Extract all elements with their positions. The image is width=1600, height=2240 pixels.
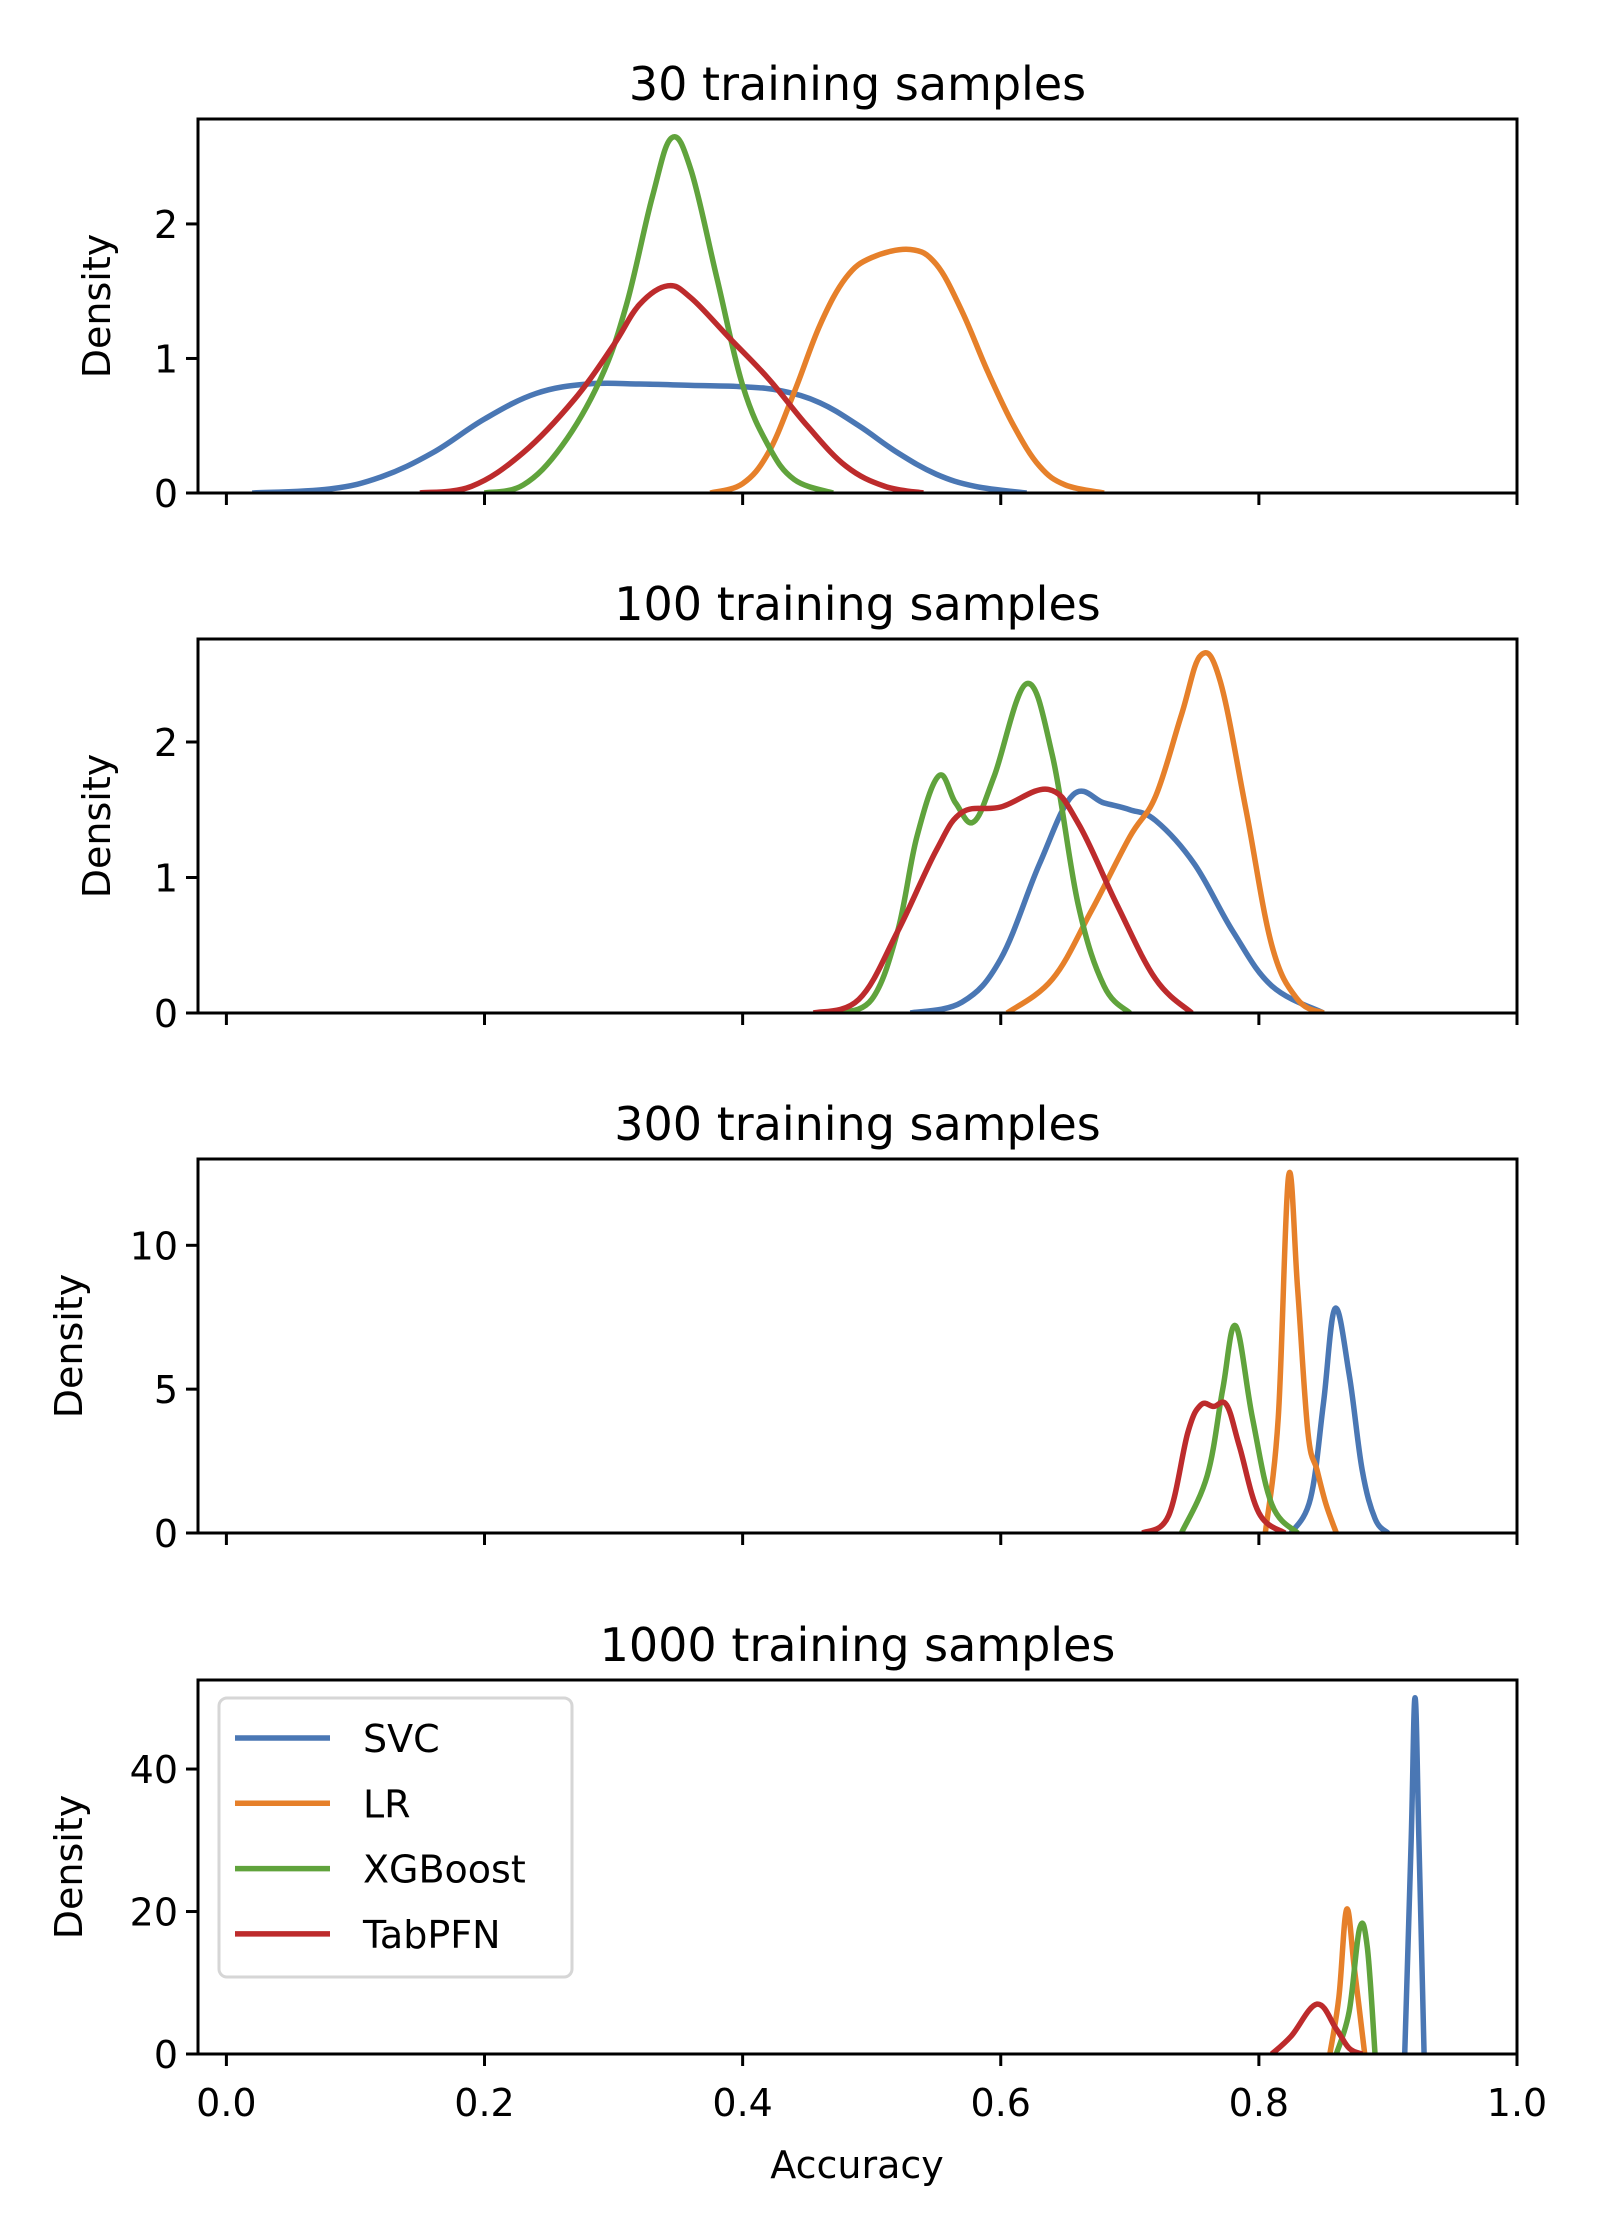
subplot-30-training-samples: 30 training samples 0 1 2 Density: [75, 57, 1519, 516]
density-curves: [1141, 1170, 1390, 1533]
y-axis-label: Density: [47, 1795, 91, 1939]
density-curve-svc: [1401, 1695, 1427, 2054]
y-tick-label: 0: [154, 2033, 178, 2077]
y-axis-label: Density: [75, 754, 119, 898]
density-curve-tabpfn: [419, 282, 924, 493]
density-curves: [1269, 1695, 1427, 2054]
subplot-300-training-samples: 300 training samples 0 5 10 Density: [47, 1097, 1519, 1556]
x-tick-label: 0.6: [971, 2081, 1031, 2125]
y-axis-label: Density: [47, 1274, 91, 1418]
density-curve-xgboost: [1333, 1920, 1378, 2054]
density-curve-xgboost: [483, 134, 834, 493]
axes-frame: [196, 1157, 1519, 1535]
x-tick-label: 0.2: [454, 2081, 514, 2125]
density-curve-svc: [1288, 1305, 1390, 1533]
y-tick-label: 0: [154, 1512, 178, 1556]
density-curve-xgboost: [1178, 1323, 1300, 1533]
subplot-title: 30 training samples: [629, 57, 1086, 111]
x-tick-label: 0.0: [196, 2081, 256, 2125]
y-tick-label: 10: [130, 1224, 178, 1268]
y-tick-label: 2: [154, 721, 178, 765]
legend-label-xgboost: XGBoost: [363, 1848, 526, 1892]
axes-frame: [196, 1678, 1519, 2056]
y-tick-label: 1: [154, 856, 178, 900]
subplot-1000-training-samples: 1000 training samples 0 20 40 Density 0.0 0.2 0…: [47, 1618, 1547, 2125]
x-tick-label: 0.4: [712, 2081, 772, 2125]
y-tick-label: 0: [154, 472, 178, 516]
y-axis-label: Density: [75, 234, 119, 378]
y-tick-label: 20: [130, 1891, 178, 1935]
density-curve-tabpfn: [1269, 2001, 1364, 2054]
subplot-100-training-samples: 100 training samples 0 1 2 Density: [75, 577, 1519, 1036]
subplot-title: 300 training samples: [614, 1097, 1100, 1151]
y-tick-label: 2: [154, 203, 178, 247]
y-tick-label: 0: [154, 992, 178, 1036]
density-curve-svc: [252, 380, 1027, 493]
axes-frame: [196, 637, 1519, 1015]
subplot-title: 1000 training samples: [600, 1618, 1116, 1672]
density-curve-lr: [1327, 1906, 1368, 2054]
y-tick-label: 1: [154, 337, 178, 381]
y-tick-label: 5: [154, 1368, 178, 1412]
x-axis-label: Accuracy: [770, 2143, 944, 2187]
y-tick-label: 40: [130, 1748, 178, 1792]
density-curve-tabpfn: [812, 786, 1194, 1013]
density-curve-lr: [1005, 650, 1325, 1013]
density-curves: [812, 650, 1325, 1013]
density-curve-tabpfn: [1141, 1399, 1287, 1533]
legend-label-tabpfn: TabPFN: [362, 1913, 501, 1957]
x-tick-label: 1.0: [1487, 2081, 1547, 2125]
legend-label-svc: SVC: [363, 1717, 440, 1761]
density-curve-lr: [709, 246, 1105, 493]
legend-label-lr: LR: [363, 1782, 411, 1826]
subplot-title: 100 training samples: [614, 577, 1100, 631]
density-curves: [252, 134, 1105, 493]
x-tick-label: 0.8: [1229, 2081, 1289, 2125]
legend: SVC LR XGBoost TabPFN: [217, 1696, 574, 1979]
legend-frame: [217, 1696, 574, 1979]
density-curve-lr: [1262, 1170, 1339, 1533]
axes-frame: [196, 117, 1519, 495]
density-curve-svc: [909, 788, 1325, 1013]
